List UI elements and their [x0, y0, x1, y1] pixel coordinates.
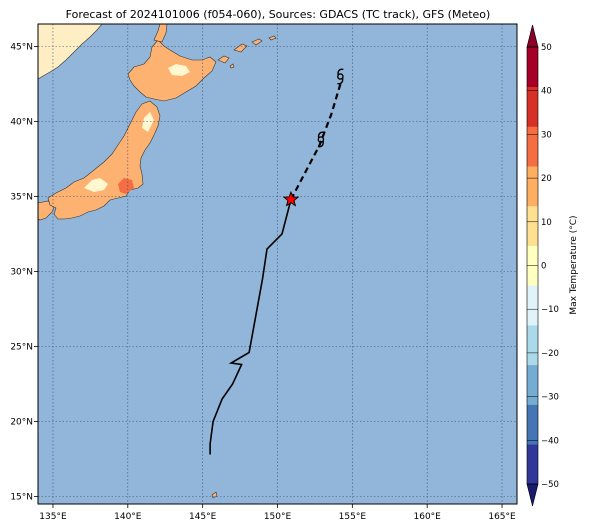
colorbar-tick-label: 10: [541, 218, 552, 228]
kuril-island-3: [251, 38, 263, 46]
colorbar-tick-label: 40: [541, 87, 552, 97]
colorbar-band: [527, 364, 538, 405]
colorbar: 50 40 30 20 10 0 −10 −20 −30 −40 −50: [526, 24, 559, 507]
x-tick-label: 135°E: [39, 512, 67, 522]
y-tick-label: 30°N: [10, 268, 33, 278]
typhoon-symbol-icon: [337, 68, 344, 85]
x-tick-label: 160°E: [414, 512, 442, 522]
x-tick-label: 165°E: [488, 512, 516, 522]
map-gridlines: [38, 24, 517, 504]
small-island: [229, 63, 235, 69]
current-position-star: [282, 190, 300, 207]
x-tick-label: 140°E: [114, 512, 142, 522]
map-axis-labels: 135°E 140°E 145°E 150°E 155°E 160°E 165°E 15°N 2…: [10, 43, 516, 523]
colorbar-tick-label: −40: [541, 436, 559, 446]
continent-landmass: [38, 24, 103, 80]
forecast-track-line: [290, 83, 342, 201]
cyclone-track: [209, 68, 344, 455]
colorbar-tick-label: −50: [541, 480, 559, 490]
y-tick-label: 15°N: [10, 493, 33, 503]
cool-patch-tohoku: [142, 112, 154, 132]
y-tick-label: 45°N: [10, 43, 33, 53]
colorbar-tick-label: 20: [541, 174, 552, 184]
colorbar-under-arrow: [526, 483, 539, 507]
figure-title: Forecast of 2024101006 (f054-060), Sourc…: [66, 8, 491, 21]
kuril-island-2: [233, 43, 248, 53]
colorbar-tick-label: 50: [541, 43, 552, 53]
colorbar-band: [527, 404, 538, 445]
colorbar-tick-label: 30: [541, 130, 552, 140]
observed-track-line: [209, 199, 292, 455]
colorbar-band: [527, 285, 538, 326]
colorbar-band: [527, 86, 538, 127]
y-tick-label: 35°N: [10, 193, 33, 203]
map-panel: 135°E 140°E 145°E 150°E 155°E 160°E 165°E 15°N 2…: [10, 23, 518, 523]
y-tick-label: 40°N: [10, 118, 33, 128]
colorbar-tick-label: 0: [541, 262, 546, 272]
kuril-island-4: [268, 35, 277, 41]
typhoon-symbol-icon: [317, 131, 325, 148]
colorbar-band: [527, 444, 538, 485]
colorbar-band: [527, 47, 538, 88]
landmass-sakhalin-tip: [153, 24, 168, 43]
kuril-island-1: [217, 55, 230, 64]
warm-patch-kanto: [118, 178, 134, 194]
x-tick-label: 145°E: [189, 512, 217, 522]
colorbar-band: [527, 166, 538, 207]
ocean: [38, 24, 517, 504]
colorbar-over-arrow: [526, 24, 539, 48]
x-tick-label: 150°E: [264, 512, 292, 522]
colorbar-tick-label: −30: [541, 393, 559, 403]
colorbar-label: Max Temperature (°C): [569, 215, 579, 314]
colorbar-band: [527, 325, 538, 366]
cool-patch-central: [84, 178, 108, 192]
colorbar-band: [527, 205, 538, 246]
x-tick-label: 155°E: [339, 512, 367, 522]
colorbar-tick-label: −20: [541, 349, 559, 359]
colorbar-band: [527, 126, 538, 167]
colorbar-tick-label: −10: [541, 305, 559, 315]
y-tick-label: 25°N: [10, 343, 33, 353]
cool-patch-hokkaido: [168, 64, 190, 76]
y-tick-label: 20°N: [10, 418, 33, 428]
